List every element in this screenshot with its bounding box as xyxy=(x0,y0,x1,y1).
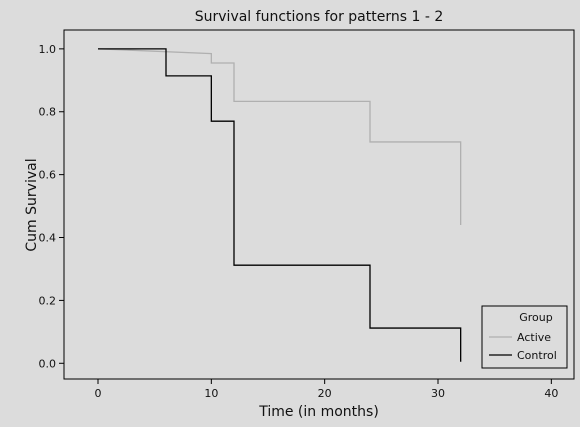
legend-title: Group xyxy=(519,311,553,324)
x-tick-label: 30 xyxy=(431,387,445,400)
x-axis-label: Time (in months) xyxy=(258,404,379,420)
legend-label-active: Active xyxy=(517,331,551,344)
series-line-active xyxy=(97,48,462,225)
y-tick-label: 0.0 xyxy=(39,357,57,370)
series-line-control xyxy=(98,48,462,362)
chart-title: Survival functions for patterns 1 - 2 xyxy=(195,9,443,25)
y-tick-label: 1.0 xyxy=(39,43,57,56)
x-tick-label: 20 xyxy=(318,387,332,400)
y-tick-label: 0.8 xyxy=(39,106,57,119)
y-tick-label: 0.6 xyxy=(39,169,57,182)
legend-label-control: Control xyxy=(517,349,557,362)
y-axis-label: Cum Survival xyxy=(24,158,40,251)
x-tick-label: 40 xyxy=(544,387,558,400)
x-tick-label: 0 xyxy=(95,387,102,400)
x-tick-label: 10 xyxy=(204,387,218,400)
series-layer xyxy=(97,48,462,362)
legend: Group Active Control xyxy=(481,305,568,369)
x-axis: 0 10 20 30 40 xyxy=(95,379,558,400)
y-tick-label: 0.4 xyxy=(39,232,57,245)
y-tick-label: 0.2 xyxy=(39,294,57,307)
y-axis: 0.0 0.2 0.4 0.6 0.8 1.0 xyxy=(39,43,64,370)
